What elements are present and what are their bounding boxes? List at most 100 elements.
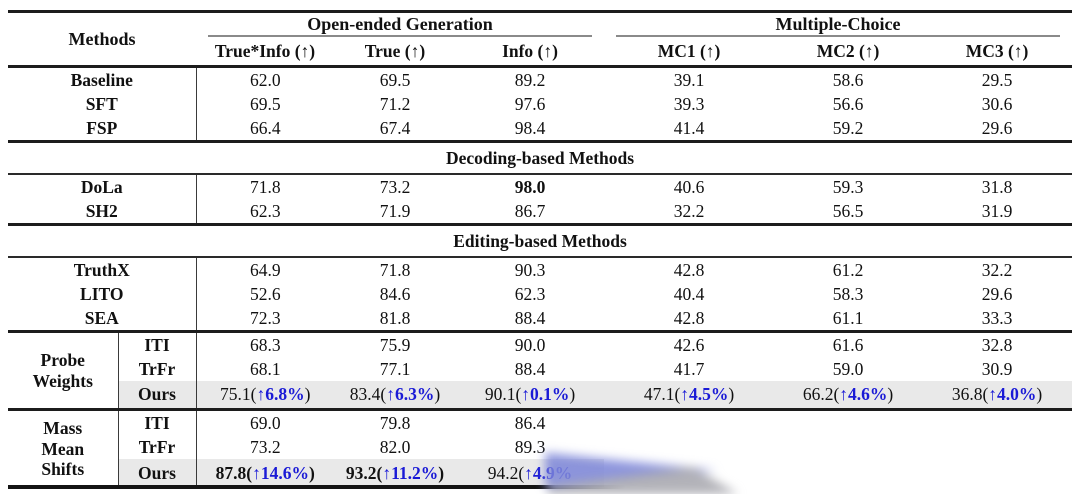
method-cell: Ours xyxy=(117,459,196,487)
table-row-mass-trfr: TrFr 73.2 82.0 89.3 xyxy=(8,435,1072,459)
gain-percent: ↑6.8% xyxy=(256,384,305,404)
value-cell: 66.4 xyxy=(195,116,334,142)
method-cell: SEA xyxy=(84,307,119,328)
results-table: Methods Open-ended Generation Multiple-C… xyxy=(8,10,1073,487)
table-row-mass-ours: Ours 87.8(↑14.6%) 93.2(↑11.2%) 94.2(↑4.9… xyxy=(8,459,1072,487)
value-cell-gain: 75.1(↑6.8%) xyxy=(195,381,334,410)
methods-header: Methods xyxy=(8,11,196,68)
method-cell: SFT xyxy=(85,93,118,114)
value-cell: 59.2 xyxy=(832,117,864,138)
value-cell: 29.5 xyxy=(981,69,1013,90)
value-cell: 86.7 xyxy=(514,200,546,221)
value-cell-gain: 87.8(↑14.6%) xyxy=(195,459,334,487)
value-cell: 32.2 xyxy=(673,200,705,221)
header-columns-row: True*Info (↑) True (↑) Info (↑) MC1 (↑) … xyxy=(8,37,1073,68)
method-cell: ITI xyxy=(117,331,196,357)
gain-percent: ↑4.9% xyxy=(524,462,573,483)
value-cell: 32.8 xyxy=(981,334,1013,355)
value-cell-gain: 94.2(↑4.9% xyxy=(456,459,605,487)
open-ended-label: Open-ended Generation xyxy=(307,14,493,34)
empty-cell xyxy=(922,459,1072,487)
section-title: Decoding-based Methods xyxy=(445,147,635,168)
value-cell: 97.6 xyxy=(514,93,546,114)
value-cell: 59.0 xyxy=(832,358,864,379)
empty-cell xyxy=(774,435,922,459)
value-cell: 90.0 xyxy=(514,334,546,355)
value-cell: 90.3 xyxy=(514,259,546,280)
value-cell-gain: 93.2(↑11.2%) xyxy=(334,459,456,487)
col-mc3: MC3 (↑) xyxy=(922,37,1073,68)
value-cell: 79.8 xyxy=(379,412,411,433)
method-cell: TrFr xyxy=(117,435,196,459)
value-cell: 81.8 xyxy=(379,307,411,328)
value-cell: 75.9 xyxy=(379,334,411,355)
gain-percent: ↑4.0% xyxy=(988,384,1037,404)
value-cell: 39.3 xyxy=(673,93,705,114)
col-true-info: True*Info (↑) xyxy=(196,37,334,68)
value-cell: 71.8 xyxy=(379,259,411,280)
value-cell: 69.0 xyxy=(195,409,334,435)
table-row-probe-ours: Ours 75.1(↑6.8%) 83.4(↑6.3%) 90.1(↑0.1%)… xyxy=(8,381,1073,410)
table-row-lito: LITO 52.6 84.6 62.3 40.4 58.3 29.6 xyxy=(8,282,1072,306)
value-cell: 71.8 xyxy=(195,174,334,199)
col-info: Info (↑) xyxy=(456,37,605,68)
group-label-mass-mean-shifts: Mass Mean Shifts xyxy=(41,418,85,480)
value-cell: 56.6 xyxy=(832,93,864,114)
value-cell: 59.3 xyxy=(832,176,864,197)
value-cell-gain: 66.2(↑4.6%) xyxy=(774,381,923,410)
method-cell: ITI xyxy=(117,409,196,435)
value-cell: 41.7 xyxy=(673,358,705,379)
value-cell: 88.4 xyxy=(514,358,546,379)
table-row-probe-trfr: TrFr 68.1 77.1 88.4 41.7 59.0 30.9 xyxy=(8,357,1072,381)
value-cell: 69.5 xyxy=(195,92,334,116)
gain-percent: ↑0.1% xyxy=(521,384,570,404)
empty-cell xyxy=(604,410,774,436)
multiple-choice-label: Multiple-Choice xyxy=(775,14,901,34)
group-label-probe-weights: Probe Weights xyxy=(32,349,93,391)
table-bottom-rule xyxy=(8,485,626,489)
value-cell: 42.6 xyxy=(673,334,705,355)
value-cell: 29.6 xyxy=(981,117,1013,138)
section-title-row-decoding: Decoding-based Methods xyxy=(8,142,1073,174)
empty-cell xyxy=(922,410,1072,436)
empty-cell xyxy=(604,435,774,459)
section-title: Editing-based Methods xyxy=(453,230,627,251)
value-cell: 56.5 xyxy=(832,200,864,221)
value-cell: 98.4 xyxy=(514,117,546,138)
value-cell: 29.6 xyxy=(981,283,1013,304)
value-cell: 33.3 xyxy=(981,307,1013,328)
col-mc1: MC1 (↑) xyxy=(604,37,775,68)
value-cell: 68.1 xyxy=(195,357,334,381)
table-row-fsp: FSP 66.4 67.4 98.4 41.4 59.2 29.6 xyxy=(8,116,1073,142)
value-cell: 68.3 xyxy=(195,331,334,357)
header-group-row: Methods Open-ended Generation Multiple-C… xyxy=(8,11,1072,68)
value-cell: 69.5 xyxy=(379,69,411,90)
gain-percent: ↑14.6% xyxy=(252,462,309,483)
value-cell: 40.4 xyxy=(673,283,705,304)
value-cell: 89.3 xyxy=(514,436,546,457)
value-cell: 64.9 xyxy=(195,257,334,282)
value-cell: 58.6 xyxy=(832,69,864,90)
value-cell: 32.2 xyxy=(981,259,1013,280)
table-row-baseline: Baseline 62.0 69.5 89.2 39.1 58.6 29.5 xyxy=(8,66,1072,92)
value-cell: 73.2 xyxy=(195,435,334,459)
value-cell: 52.6 xyxy=(195,282,334,306)
value-cell: 62.3 xyxy=(514,283,546,304)
table-row-sft: SFT 69.5 71.2 97.6 39.3 56.6 30.6 xyxy=(8,92,1072,116)
value-cell: 58.3 xyxy=(832,283,864,304)
value-cell-gain: 47.1(↑4.5%) xyxy=(604,381,775,410)
table-row-sh2: SH2 62.3 71.9 86.7 32.2 56.5 31.9 xyxy=(8,199,1073,225)
value-cell: 30.9 xyxy=(981,358,1013,379)
value-cell-best: 98.0 xyxy=(514,176,546,197)
empty-cell xyxy=(774,459,922,487)
value-cell: 61.2 xyxy=(832,259,864,280)
method-cell: TrFr xyxy=(117,357,196,381)
value-cell: 62.0 xyxy=(195,66,334,92)
value-cell-gain: 90.1(↑0.1%) xyxy=(456,381,605,410)
value-cell: 72.3 xyxy=(195,306,334,332)
value-cell: 40.6 xyxy=(673,176,705,197)
gain-percent: ↑4.5% xyxy=(680,384,729,404)
value-cell: 82.0 xyxy=(379,436,411,457)
value-cell: 67.4 xyxy=(379,117,411,138)
